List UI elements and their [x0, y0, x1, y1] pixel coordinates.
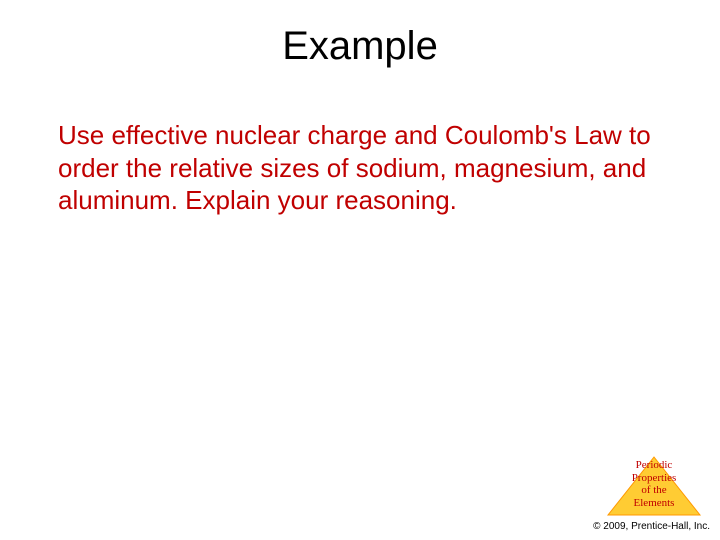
footer: Periodic Properties of the Elements © 20… [593, 455, 710, 532]
triangle-icon [604, 455, 704, 517]
triangle-badge: Periodic Properties of the Elements [604, 455, 704, 517]
body-text: Use effective nuclear charge and Coulomb… [0, 79, 720, 217]
copyright-text: © 2009, Prentice-Hall, Inc. [593, 521, 710, 532]
slide-title: Example [0, 0, 720, 79]
